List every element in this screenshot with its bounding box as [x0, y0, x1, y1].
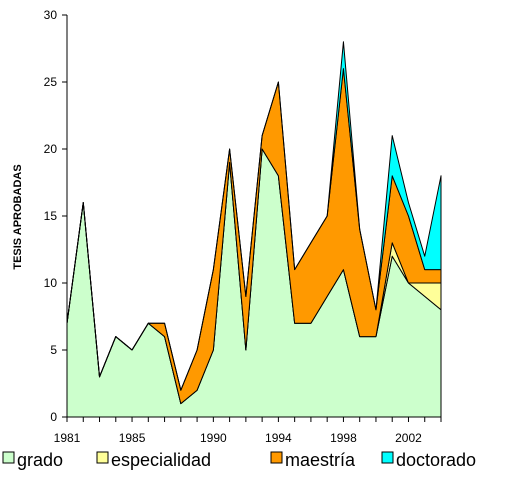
legend-swatch	[270, 451, 283, 464]
legend-swatch	[2, 451, 15, 464]
legend-item-3: doctorado	[381, 450, 476, 470]
legend-swatch	[96, 451, 109, 464]
legend-item-1: especialidad	[96, 450, 211, 470]
y-tick-label: 25	[44, 75, 58, 89]
legend: grado especialidad maestría doctorado	[2, 450, 476, 470]
legend-label: grado	[17, 450, 63, 470]
y-tick-label: 15	[44, 209, 58, 223]
legend-item-2: maestría	[270, 450, 356, 470]
legend-item-0: grado	[2, 450, 63, 470]
x-tick-label: 1985	[119, 431, 146, 445]
y-axis-title: TESIS APROBADAS	[12, 164, 24, 269]
x-tick-label: 1998	[330, 431, 357, 445]
x-tick-label: 1990	[200, 431, 227, 445]
area-series-3	[66, 41, 442, 391]
x-tick-label: 1981	[54, 431, 81, 445]
axes-layer: 0 5 10 15 20 25 30 1981 1985 1990 1994 1998 2002	[44, 8, 442, 445]
x-tick-label: 2002	[395, 431, 422, 445]
y-tick-label: 5	[50, 343, 57, 357]
y-tick-label: 0	[50, 410, 57, 424]
legend-label: maestría	[285, 450, 356, 470]
y-tick-label: 30	[44, 8, 58, 22]
x-tick-label: 1994	[265, 431, 292, 445]
legend-swatch	[381, 451, 394, 464]
y-tick-label: 20	[44, 142, 58, 156]
legend-label: doctorado	[396, 450, 476, 470]
areas-layer	[66, 41, 442, 418]
y-tick-label: 10	[44, 276, 58, 290]
legend-label: especialidad	[111, 450, 211, 470]
